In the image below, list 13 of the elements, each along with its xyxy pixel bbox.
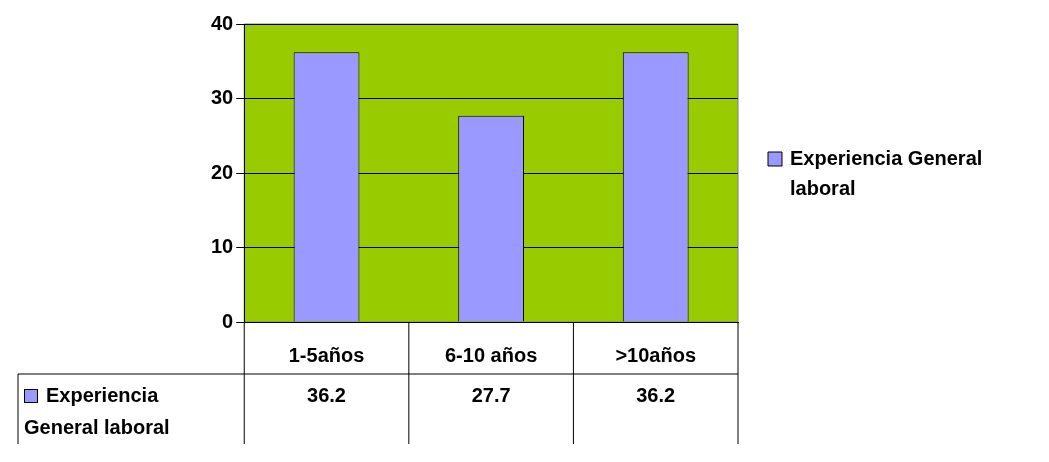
y-tick-label: 10 — [211, 235, 234, 258]
data-label: 27.7 — [471, 383, 511, 406]
x-tick-label: 6-10 años — [444, 343, 538, 366]
legend-label: Experiencia General laboral — [790, 146, 983, 199]
y-tick-label: 0 — [222, 309, 234, 332]
text: Experiencia General laboral — [24, 383, 170, 438]
data-label: 36.2 — [307, 383, 347, 406]
x-tick-label: 1-5años — [288, 343, 365, 366]
y-tick-label: 40 — [211, 11, 234, 34]
data-label: 36.2 — [636, 383, 676, 406]
x-tick-label: >10años — [615, 343, 697, 366]
y-tick-label: 30 — [211, 86, 234, 109]
y-tick-label: 20 — [211, 160, 234, 183]
